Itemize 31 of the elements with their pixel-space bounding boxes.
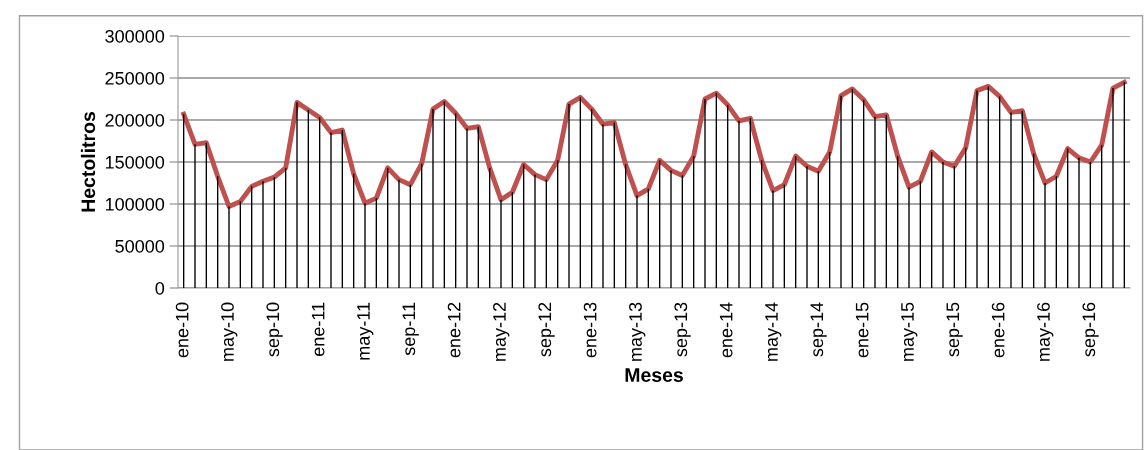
x-tick-label: sep-15 xyxy=(946,302,963,357)
x-tick-label: sep-10 xyxy=(266,302,283,357)
x-tick-label: ene-10 xyxy=(175,302,189,358)
x-tick-label: sep-14 xyxy=(810,302,827,357)
x-tick-label: may-11 xyxy=(357,302,374,360)
y-axis-title: Hectolitros xyxy=(80,112,96,212)
x-tick-label: ene-15 xyxy=(855,302,869,358)
y-tick-label: 200000 xyxy=(105,113,165,127)
y-tick-label: 250000 xyxy=(105,71,165,85)
y-tick-label: 50000 xyxy=(115,239,165,253)
x-tick-label: ene-14 xyxy=(719,302,733,358)
x-tick-label: ene-11 xyxy=(311,302,325,356)
x-tick-label: ene-12 xyxy=(447,302,461,358)
x-tick-label: sep-12 xyxy=(538,302,555,357)
x-tick-label: sep-13 xyxy=(674,302,691,357)
y-tick-label: 150000 xyxy=(105,155,165,169)
x-tick-label: may-14 xyxy=(765,302,782,361)
x-tick-label: may-12 xyxy=(493,302,510,361)
x-tick-label: sep-11 xyxy=(402,302,419,356)
y-tick-label: 0 xyxy=(155,281,165,295)
x-tick-label: may-10 xyxy=(221,302,238,361)
y-tick-label: 100000 xyxy=(105,197,165,211)
x-tick-label: sep-16 xyxy=(1082,302,1099,357)
y-tick-label: 300000 xyxy=(105,29,165,43)
x-tick-label: may-13 xyxy=(629,302,646,361)
x-tick-label: may-16 xyxy=(1037,302,1054,361)
x-axis-title: Meses xyxy=(625,368,683,382)
x-tick-label: ene-16 xyxy=(991,302,1005,358)
line-series xyxy=(181,79,1127,209)
x-tick-label: may-15 xyxy=(901,302,918,361)
x-tick-label: ene-13 xyxy=(583,302,597,358)
